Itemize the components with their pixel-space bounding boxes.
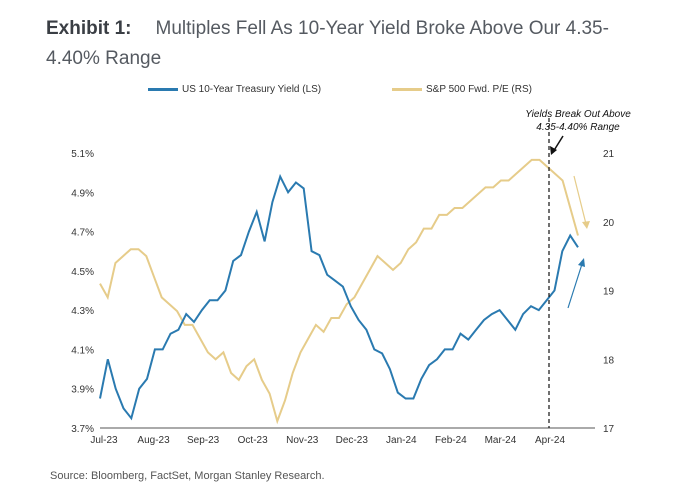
exhibit-label: Exhibit 1:: [46, 18, 132, 39]
source-note: Source: Bloomberg, FactSet, Morgan Stanl…: [50, 470, 325, 482]
right-tick-label: 21: [603, 149, 615, 160]
x-tick-label: Dec-23: [336, 435, 369, 446]
x-tick-label: Jul-23: [90, 435, 118, 446]
x-tick-label: Nov-23: [286, 435, 319, 446]
series-line-pe: [99, 158, 579, 425]
left-tick-label: 5.1%: [71, 149, 94, 160]
left-tick-label: 3.9%: [71, 385, 94, 396]
x-tick-label: Jan-24: [386, 435, 417, 446]
annotation-text-line1: Yields Break Out Above: [525, 109, 631, 120]
x-tick-label: Aug-23: [137, 435, 170, 446]
legend-item-pe: S&P 500 Fwd. P/E (RS): [392, 84, 532, 95]
x-tick-label: Apr-24: [535, 435, 565, 446]
left-axis: 3.7% 3.9% 4.1% 4.3% 4.5% 4.7% 4.9% 5.1%: [71, 149, 94, 435]
left-tick-label: 4.3%: [71, 306, 94, 317]
left-tick-label: 4.5%: [71, 267, 94, 278]
x-tick-label: Sep-23: [187, 435, 220, 446]
series-line-yield: [99, 173, 579, 421]
left-tick-label: 3.7%: [71, 424, 94, 435]
left-tick-label: 4.7%: [71, 228, 94, 239]
annotation-arrow: [550, 135, 564, 155]
left-tick-label: 4.1%: [71, 345, 94, 356]
legend-swatch-yield: [148, 88, 178, 91]
right-tick-label: 18: [603, 355, 615, 366]
right-axis: 17 18 19 20 21: [603, 149, 615, 435]
chart-title: Exhibit 1: Multiples Fell As 10-Year Yiel…: [46, 14, 646, 74]
right-tick-label: 17: [603, 424, 615, 435]
legend-label-pe: S&P 500 Fwd. P/E (RS): [426, 84, 532, 95]
x-tick-label: Feb-24: [435, 435, 467, 446]
left-tick-label: 4.9%: [71, 188, 94, 199]
pe-trend-arrow: [573, 175, 590, 229]
right-tick-label: 19: [603, 287, 615, 298]
legend-swatch-pe: [392, 88, 422, 91]
legend-label-yield: US 10-Year Treasury Yield (LS): [182, 84, 322, 95]
title-text: Multiples Fell As 10-Year Yield Broke Ab…: [46, 18, 609, 69]
x-axis: Jul-23 Aug-23 Sep-23 Oct-23 Nov-23 Dec-23 Jan-…: [90, 435, 565, 446]
x-tick-label: Mar-24: [485, 435, 517, 446]
yield-trend-arrow: [567, 258, 585, 309]
legend-item-yield: US 10-Year Treasury Yield (LS): [148, 84, 321, 95]
x-tick-label: Oct-23: [238, 435, 268, 446]
annotation-text-line2: 4.35-4.40% Range: [536, 122, 620, 133]
right-tick-label: 20: [603, 218, 615, 229]
